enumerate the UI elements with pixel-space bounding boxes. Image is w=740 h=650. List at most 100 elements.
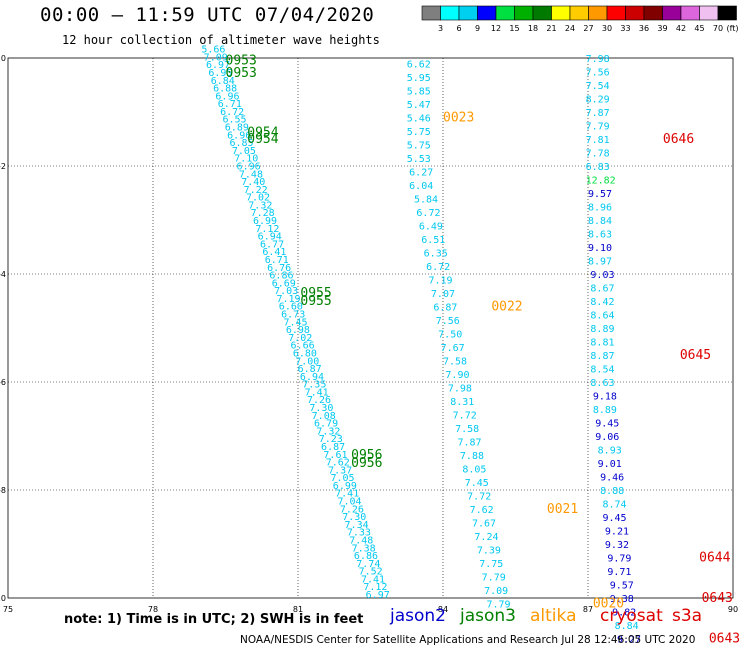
swh-label-jason3: 6.80 [293, 348, 317, 359]
pass-time-label: 0953 [226, 66, 257, 81]
swh-label-altika: 6.87 [433, 302, 457, 313]
swh-label-altika: 7.62 [470, 505, 494, 516]
swh-label-jason3: 7.05 [232, 146, 256, 157]
swh-label-cryosat: 8.89 [590, 324, 614, 335]
scale-tick-label: 42 [676, 24, 686, 33]
swh-label-jason3: 7.38 [352, 543, 376, 554]
swh-label-altika: 8.05 [462, 464, 486, 475]
x-tick-label: 81 [293, 605, 303, 614]
scale-tick-label: 9 [475, 24, 480, 33]
swh-label-altika: 7.98 [448, 383, 472, 394]
swh-label-altika: 7.67 [472, 518, 496, 529]
pass-time-label: 0956 [351, 448, 382, 463]
x-tick-label: 90 [728, 605, 738, 614]
scale-tick-label: 30 [602, 24, 612, 33]
x-tick-label: 78 [148, 605, 158, 614]
swh-label-cryosat: 8.84 [615, 621, 639, 632]
scale-swatch [625, 5, 645, 21]
scale-swatch [514, 5, 534, 21]
swh-label-cryosat: 7.56 [586, 68, 610, 79]
scale-swatch [440, 5, 460, 21]
swh-label-jason3: 6.97 [206, 60, 230, 71]
legend-jason3: jason3 [460, 606, 516, 626]
pass-time-label: 0022 [491, 299, 522, 314]
chart-title: 00:00 – 11:59 UTC 07/04/2020 [40, 4, 375, 26]
scale-swatch [606, 5, 626, 21]
swh-label-jason3: 6.84 [211, 76, 235, 87]
x-tick-label: 75 [3, 605, 13, 614]
swh-label-jason3: 6.73 [281, 310, 305, 321]
swh-label-jason3: 6.85 [230, 138, 254, 149]
swh-label-jason3: 6.76 [267, 263, 291, 274]
swh-label-jason3: 6.99 [333, 481, 357, 492]
swh-label-altika: 7.58 [443, 356, 467, 367]
swh-label-cryosat: 8.88 [600, 486, 624, 497]
swh-label-altika: 7.90 [445, 370, 469, 381]
swh-label-cryosat: 8.54 [590, 365, 614, 376]
scale-swatch [551, 5, 571, 21]
swh-label-altika: 5.84 [414, 194, 438, 205]
swh-label-jason3: 6.97 [366, 590, 390, 601]
swh-label-cryosat: 7.79 [586, 122, 610, 133]
scale-swatch [680, 5, 700, 21]
swh-label-jason3: 7.22 [244, 185, 268, 196]
swh-label-cryosat: 9.03 [590, 270, 614, 281]
swh-label-jason3: 6.79 [314, 419, 338, 430]
swh-label-cryosat: 9.18 [593, 392, 617, 403]
swh-label-jason3: 7.40 [241, 177, 265, 188]
swh-label-cryosat: 8.63 [590, 378, 614, 389]
swh-label-altika: 7.75 [479, 559, 503, 570]
scale-swatch [588, 5, 608, 21]
swh-label-jason3: 7.52 [359, 567, 383, 578]
swh-label-cryosat: 8.97 [588, 257, 612, 268]
swh-label-jason3: 7.12 [363, 582, 387, 593]
legend-cryosat: cryosat [600, 606, 663, 626]
pass-time-label: 0643 [709, 632, 740, 647]
swh-label-jason3: 7.48 [349, 535, 373, 546]
swh-label-cryosat: 7.81 [586, 135, 610, 146]
legend-altika: altika [530, 606, 577, 626]
scale-tick-label: 39 [657, 24, 667, 33]
swh-label-altika: 7.88 [460, 451, 484, 462]
legend-s3a: s3a [672, 606, 703, 626]
swh-label-altika: 7.56 [436, 316, 460, 327]
swh-label-jason3: 7.02 [288, 333, 312, 344]
swh-label-jason3: 6.86 [269, 271, 293, 282]
swh-label-altika: 7.72 [467, 491, 491, 502]
swh-label-altika: 5.75 [407, 127, 431, 138]
pass-time-label: 0956 [351, 456, 382, 471]
swh-label-cryosat: 8.81 [590, 338, 614, 349]
swh-label-cryosat: 7.54 [586, 81, 610, 92]
pass-time-label: 0955 [300, 286, 331, 301]
swh-label-jason3: 6.71 [218, 99, 242, 110]
swh-label-jason3: 7.41 [335, 489, 359, 500]
swh-label-cryosat: 8.64 [590, 311, 614, 322]
swh-label-jason3: 7.41 [361, 574, 385, 585]
scale-swatch [532, 5, 552, 21]
swh-label-jason3: 7.33 [347, 528, 371, 539]
pass-time-label: 0021 [547, 502, 578, 517]
swh-label-jason3: 7.09 [204, 52, 228, 63]
swh-label-cryosat: 9.06 [595, 432, 619, 443]
swh-label-jason3: 7.00 [295, 356, 319, 367]
swh-label-cryosat: 8.29 [586, 95, 610, 106]
swh-label-cryosat: 7.98 [586, 54, 610, 65]
swh-label-altika: 6.27 [409, 167, 433, 178]
y-tick-label: -4 [0, 270, 6, 279]
swh-label-jason3: 7.19 [276, 294, 300, 305]
swh-label-altika: 7.87 [458, 437, 482, 448]
swh-label-jason3: 6.96 [227, 130, 251, 141]
swh-label-jason3: 7.32 [316, 426, 340, 437]
swh-label-jason3: 6.41 [262, 247, 286, 258]
swh-label-altika: 6.62 [407, 59, 431, 70]
swh-label-jason3: 5.66 [201, 45, 225, 56]
swh-label-jason3: 6.96 [237, 161, 261, 172]
footer-credit: NOAA/NESDIS Center for Satellite Applica… [240, 634, 696, 646]
swh-label-jason3: 6.89 [225, 123, 249, 134]
swh-label-jason3: 7.61 [323, 450, 347, 461]
swh-label-jason3: 6.98 [286, 325, 310, 336]
swh-label-cryosat: 9.79 [607, 554, 631, 565]
y-tick-label: -2 [0, 162, 6, 171]
swh-label-jason3: 7.12 [255, 224, 279, 235]
swh-label-jason3: 7.30 [342, 512, 366, 523]
